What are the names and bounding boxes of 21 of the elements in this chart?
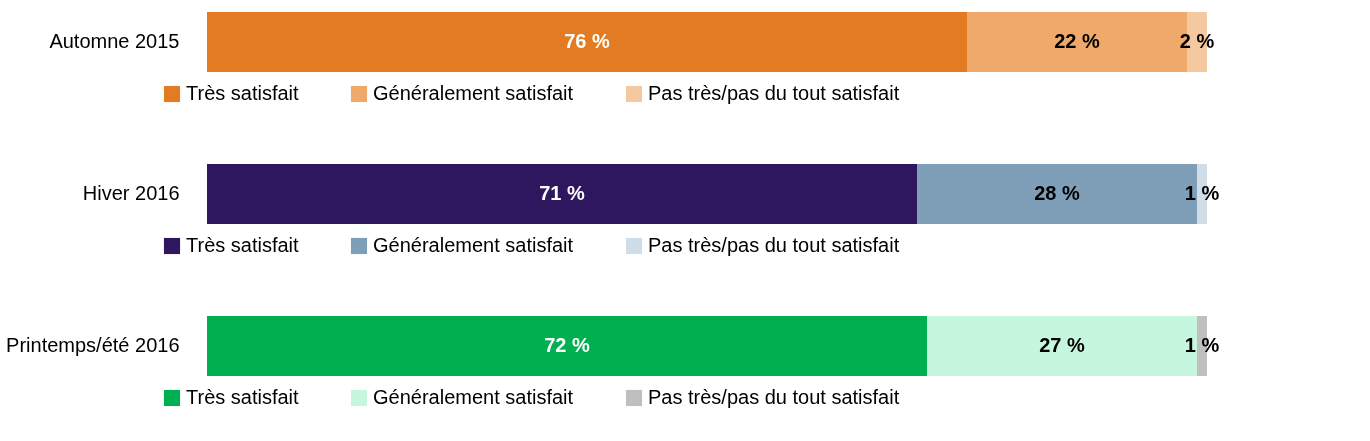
data-label: 22 % bbox=[1054, 30, 1101, 52]
y-tick-label: Printemps/été 2016 bbox=[6, 334, 180, 356]
data-label: 76 % bbox=[564, 30, 611, 52]
data-label: 1 % bbox=[1184, 182, 1220, 204]
y-tick-label: Automne 2015 bbox=[49, 30, 180, 52]
legend-label: Très satisfait bbox=[186, 234, 300, 256]
legend-label: Très satisfait bbox=[186, 82, 300, 104]
legend-label: Généralement satisfait bbox=[373, 234, 574, 256]
data-label: 28 % bbox=[1034, 182, 1081, 204]
legend-label: Pas très/pas du tout satisfait bbox=[648, 386, 900, 408]
data-label: 72 % bbox=[544, 334, 591, 356]
data-label: 27 % bbox=[1039, 334, 1086, 356]
data-label: 1 % bbox=[1184, 334, 1220, 356]
y-tick-label: Hiver 2016 bbox=[82, 182, 180, 204]
data-label: 71 % bbox=[539, 182, 586, 204]
data-label: 2 % bbox=[1179, 30, 1215, 52]
legend-label: Généralement satisfait bbox=[373, 82, 574, 104]
legend-label: Pas très/pas du tout satisfait bbox=[648, 234, 900, 256]
legend-label: Généralement satisfait bbox=[373, 386, 574, 408]
legend-label: Très satisfait bbox=[186, 386, 300, 408]
legend-label: Pas très/pas du tout satisfait bbox=[648, 82, 900, 104]
